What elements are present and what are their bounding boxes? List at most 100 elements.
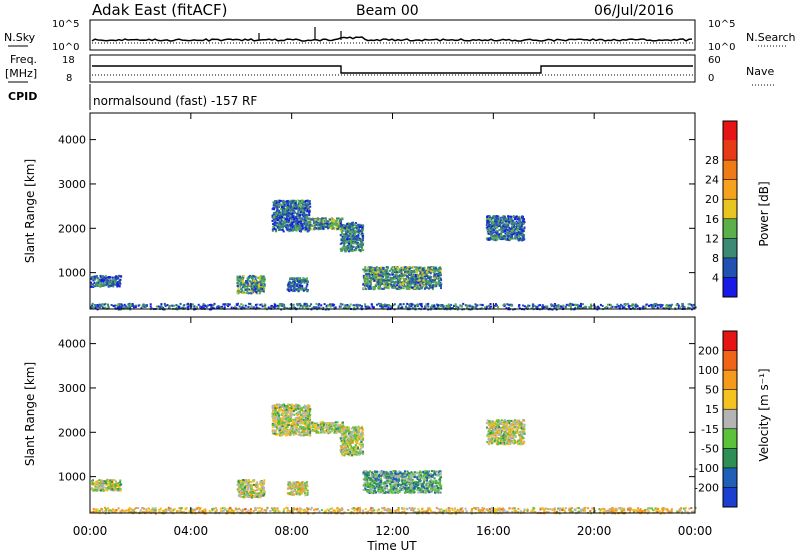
power-cell xyxy=(219,305,221,308)
velocity-cell xyxy=(279,428,282,431)
power-cell xyxy=(294,277,297,280)
power-cell xyxy=(125,305,128,308)
power-cell xyxy=(264,306,267,309)
power-cell xyxy=(513,221,516,224)
power-cell xyxy=(367,305,370,308)
velocity-cell xyxy=(96,489,99,491)
power-cell xyxy=(374,268,377,271)
power-cell xyxy=(238,291,241,294)
power-cell xyxy=(355,241,358,244)
freq-left-tick-top: 18 xyxy=(62,55,75,66)
velocity-cell xyxy=(252,490,255,493)
power-cell xyxy=(293,217,296,220)
power-cell xyxy=(183,304,186,307)
power-cell xyxy=(491,237,494,240)
power-cell xyxy=(386,286,389,289)
power-cell xyxy=(664,307,667,310)
power-cell xyxy=(295,280,297,282)
power-cell xyxy=(363,270,366,273)
power-cell xyxy=(503,215,506,218)
power-cell xyxy=(503,303,506,306)
noise-left-tick-top: 10^5 xyxy=(52,19,79,30)
power-cell xyxy=(609,304,612,307)
power-cell xyxy=(390,281,393,284)
velocity-cell xyxy=(260,489,263,492)
power-cell xyxy=(96,304,99,306)
power-cell xyxy=(417,279,420,282)
velocity-cell xyxy=(259,480,262,483)
power-cell xyxy=(310,303,313,306)
velocity-cell xyxy=(245,480,247,483)
power-cell xyxy=(307,218,310,221)
power-cell xyxy=(115,275,118,278)
power-cell xyxy=(428,283,431,286)
power-cell xyxy=(297,225,300,227)
power-cell xyxy=(349,231,352,233)
power-cell xyxy=(288,288,291,291)
power-cell xyxy=(293,289,296,292)
power-cell xyxy=(516,235,519,238)
power-cell xyxy=(293,203,296,206)
power-cell xyxy=(504,217,507,220)
power-cell xyxy=(307,203,310,206)
power-cell xyxy=(133,305,136,308)
velocity-cell xyxy=(288,416,291,419)
power-cell xyxy=(296,212,299,215)
velocity-cell xyxy=(241,485,244,488)
power-cell xyxy=(565,303,568,306)
power-cell xyxy=(370,303,373,306)
power-cell xyxy=(100,276,103,279)
power-cell xyxy=(382,272,385,275)
power-cell xyxy=(239,275,241,278)
power-cell xyxy=(368,272,371,275)
power-cell xyxy=(434,273,436,276)
power-cell xyxy=(307,205,310,208)
velocity-cell xyxy=(252,489,255,492)
power-cell xyxy=(371,275,374,278)
power-cell xyxy=(512,229,515,232)
power-cell xyxy=(654,305,657,308)
power-cell xyxy=(284,212,287,215)
velocity-cell xyxy=(116,485,119,488)
power-cell xyxy=(308,210,311,213)
power-cell xyxy=(275,202,278,205)
power-cell xyxy=(491,225,494,228)
power-cell xyxy=(323,303,326,306)
power-cell xyxy=(240,276,242,279)
power-cell xyxy=(327,220,330,223)
power-cell xyxy=(381,272,384,275)
power-cell xyxy=(376,268,378,271)
power-cell xyxy=(96,305,99,308)
power-cell xyxy=(407,277,410,280)
power-cell xyxy=(246,285,249,288)
power-cell xyxy=(273,218,276,221)
power-cell xyxy=(293,284,296,287)
power-cell xyxy=(492,229,495,232)
power-cell xyxy=(107,276,110,279)
power-cell xyxy=(263,280,266,283)
power-cell xyxy=(337,224,340,227)
power-cell xyxy=(409,303,412,306)
power-cell xyxy=(141,305,144,308)
power-cell xyxy=(303,303,306,306)
power-cell xyxy=(502,225,505,228)
power-cell xyxy=(276,212,278,215)
power-cell xyxy=(399,286,402,289)
power-cell xyxy=(109,279,112,282)
power-cell xyxy=(417,284,420,287)
power-cell xyxy=(440,287,442,290)
power-cell xyxy=(423,276,426,279)
power-cell xyxy=(439,285,442,288)
power-cell xyxy=(407,266,410,269)
cpid-label: CPID xyxy=(8,90,37,103)
power-cell xyxy=(276,304,279,307)
power-cell xyxy=(280,206,283,208)
velocity-cell xyxy=(98,489,101,492)
power-cell xyxy=(289,207,292,210)
velocity-cell xyxy=(118,481,121,484)
power-cell xyxy=(251,287,254,290)
power-cell xyxy=(256,280,259,283)
power-cell xyxy=(504,232,507,235)
power-cell xyxy=(480,307,483,310)
velocity-cell xyxy=(104,489,107,492)
